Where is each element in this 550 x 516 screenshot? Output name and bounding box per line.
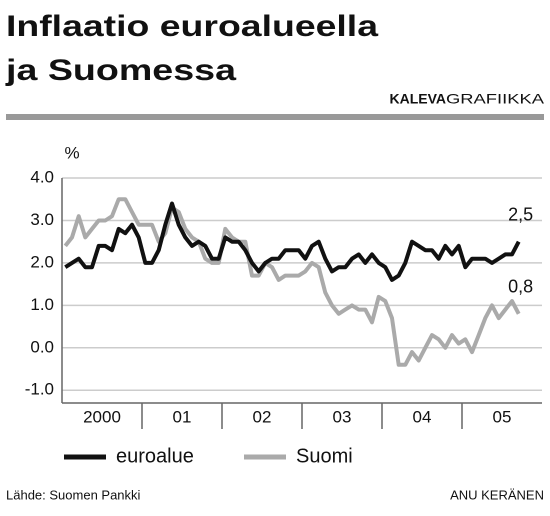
x-tick-label: 02 (253, 407, 272, 426)
y-tick-label: 0.0 (30, 337, 54, 356)
x-tick-label: 05 (493, 407, 512, 426)
legend-label: Suomi (296, 445, 353, 467)
y-tick-label: 2.0 (30, 252, 54, 271)
series-line (63, 197, 521, 367)
y-tick-label: 4.0 (30, 167, 54, 186)
y-tick-label: -1.0 (25, 380, 54, 399)
y-tick-label: 3.0 (30, 210, 54, 229)
brand-light: GRAFIIKKA (446, 91, 545, 107)
x-tick-label: 01 (173, 407, 192, 426)
y-axis-label: % (64, 143, 79, 162)
chart-title: Inflaatio euroalueella (6, 10, 378, 43)
chart-title-line2: ja Suomessa (5, 54, 237, 87)
value-label: 2,5 (508, 204, 533, 224)
credit: ANU KERÄNEN (450, 487, 544, 502)
source: Lähde: Suomen Pankki (6, 487, 141, 502)
brand-bold: KALEVA (389, 91, 446, 107)
x-tick-label: 2000 (83, 407, 121, 426)
value-label: 0,8 (508, 277, 533, 297)
x-tick-label: 03 (333, 407, 352, 426)
y-tick-label: 1.0 (30, 295, 54, 314)
legend-label: euroalue (116, 445, 194, 467)
x-tick-label: 04 (413, 407, 432, 426)
header-rule (6, 114, 544, 120)
series-line (64, 201, 521, 282)
